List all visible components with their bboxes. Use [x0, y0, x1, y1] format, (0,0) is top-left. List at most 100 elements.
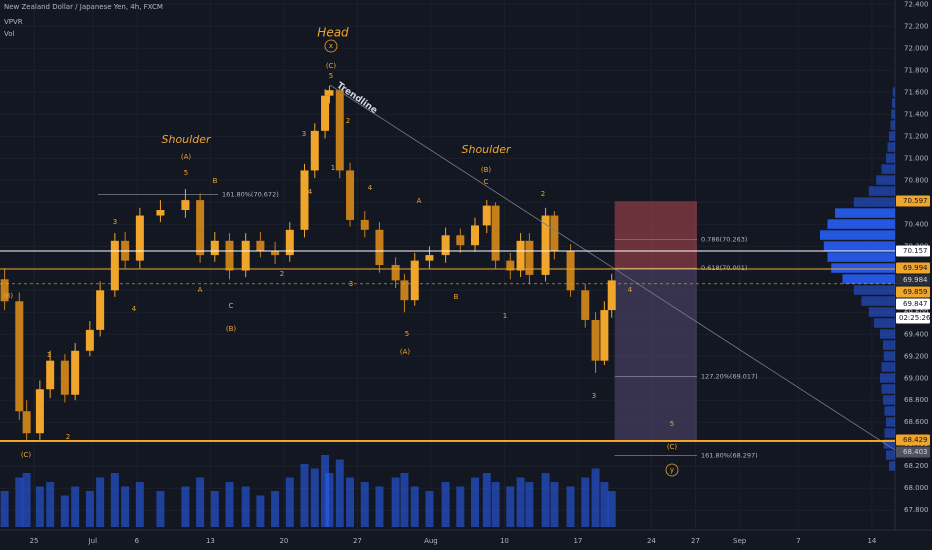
- volume-bar: [321, 455, 330, 527]
- volume-bar: [285, 477, 294, 527]
- volume-profile-bar: [861, 296, 895, 306]
- volume-bar: [566, 486, 575, 527]
- volume-bar: [71, 486, 80, 527]
- volume-bar: [310, 468, 319, 527]
- volume-profile-bar: [853, 197, 895, 207]
- wave-label: 5: [329, 72, 333, 80]
- volume-profile-bar: [881, 164, 895, 174]
- volume-profile-bar: [868, 307, 895, 317]
- wave-label: 3: [113, 218, 117, 226]
- price-label-box: [896, 274, 930, 286]
- wave-label: (C): [667, 443, 678, 451]
- price-label-box: [896, 298, 930, 310]
- fib-label: 0.618(70.001): [701, 264, 747, 272]
- price-label: 68.429: [903, 436, 928, 444]
- candle-body: [550, 215, 559, 251]
- volume-bar: [550, 482, 559, 527]
- candle-body: [310, 130, 319, 171]
- head-label: Head: [317, 26, 349, 40]
- price-label-box: [896, 446, 930, 458]
- volume-bar: [15, 477, 24, 527]
- volume-bar: [456, 486, 465, 527]
- candle-body: [400, 280, 409, 301]
- wave-label: 4: [132, 305, 137, 313]
- x-tick-label: 10: [500, 537, 509, 545]
- wave-circle: [324, 39, 338, 53]
- candle-body: [410, 260, 419, 301]
- volume-profile-bar: [889, 131, 895, 141]
- volume-bar: [391, 477, 400, 527]
- volume-bar: [360, 482, 369, 527]
- x-tick-label: 14: [867, 537, 876, 545]
- volume-bar: [410, 486, 419, 527]
- fib-label: 0.786(70.263): [701, 235, 747, 243]
- wave-label: (A): [400, 348, 411, 356]
- fib-label: 161.80%(70.672): [222, 190, 279, 198]
- candle-body: [360, 219, 369, 230]
- price-label: 69.984: [903, 276, 928, 284]
- volume-profile-bar: [891, 109, 895, 119]
- volume-bar: [241, 486, 250, 527]
- candle-body: [96, 290, 105, 330]
- price-label: 69.859: [903, 288, 928, 296]
- x-tick-label: 25: [30, 537, 39, 545]
- candle-body: [506, 260, 515, 271]
- volume-bar: [60, 495, 69, 527]
- wave-label: 2: [280, 270, 284, 278]
- wave-label: (B): [3, 292, 14, 300]
- x-tick-label: 20: [279, 537, 288, 545]
- price-label-box: [896, 195, 930, 207]
- price-label: 70.157: [903, 247, 928, 255]
- volume-profile-bar: [884, 428, 895, 438]
- candle-body: [285, 229, 294, 256]
- volume-bar: [225, 482, 234, 527]
- y-tick-label: 68.800: [904, 396, 929, 404]
- volume-profile-bar: [889, 461, 895, 471]
- volume-profile-bar: [886, 450, 895, 460]
- volume-bar: [196, 477, 205, 527]
- candle-body: [482, 205, 491, 226]
- candle-body: [46, 360, 55, 390]
- candle-body: [300, 170, 309, 230]
- candle-body: [525, 240, 534, 275]
- wave-label: (C): [326, 62, 337, 70]
- volume-profile-bar: [881, 362, 895, 372]
- wave-label: 3: [592, 392, 596, 400]
- fib-label: 127.20%(69.017): [701, 372, 758, 380]
- volume-bar: [375, 486, 384, 527]
- volume-bar: [335, 459, 344, 527]
- candle-body: [156, 210, 165, 216]
- candle-body: [35, 389, 44, 434]
- trendline: [329, 84, 896, 451]
- volume-bar: [581, 477, 590, 527]
- volume-profile-bar: [868, 186, 895, 196]
- wave-label: C: [229, 302, 234, 310]
- volume-bar: [121, 486, 130, 527]
- volume-bar: [471, 477, 480, 527]
- indicator-name: Vol: [4, 30, 15, 38]
- wave-label: B: [213, 177, 218, 185]
- volume-profile-bar: [835, 208, 895, 218]
- candle-body: [516, 240, 525, 271]
- volume-profile-bar: [884, 406, 895, 416]
- y-tick-label: 71.400: [904, 110, 929, 118]
- x-tick-label: 24: [647, 537, 656, 545]
- volume-bar: [425, 491, 434, 527]
- volume-profile-bar: [853, 285, 895, 295]
- candle-body: [346, 170, 355, 220]
- candle-body: [271, 250, 280, 256]
- volume-profile-bar: [883, 351, 895, 361]
- y-tick-label: 70.400: [904, 220, 929, 228]
- volume-bar: [85, 491, 94, 527]
- volume-profile-bar: [886, 417, 895, 427]
- candle-body: [607, 280, 616, 311]
- wave-label: 4: [308, 188, 313, 196]
- candle-body: [241, 240, 250, 271]
- candle-body: [22, 411, 31, 434]
- wave-label: A: [198, 286, 203, 294]
- y-tick-label: 72.000: [904, 44, 929, 52]
